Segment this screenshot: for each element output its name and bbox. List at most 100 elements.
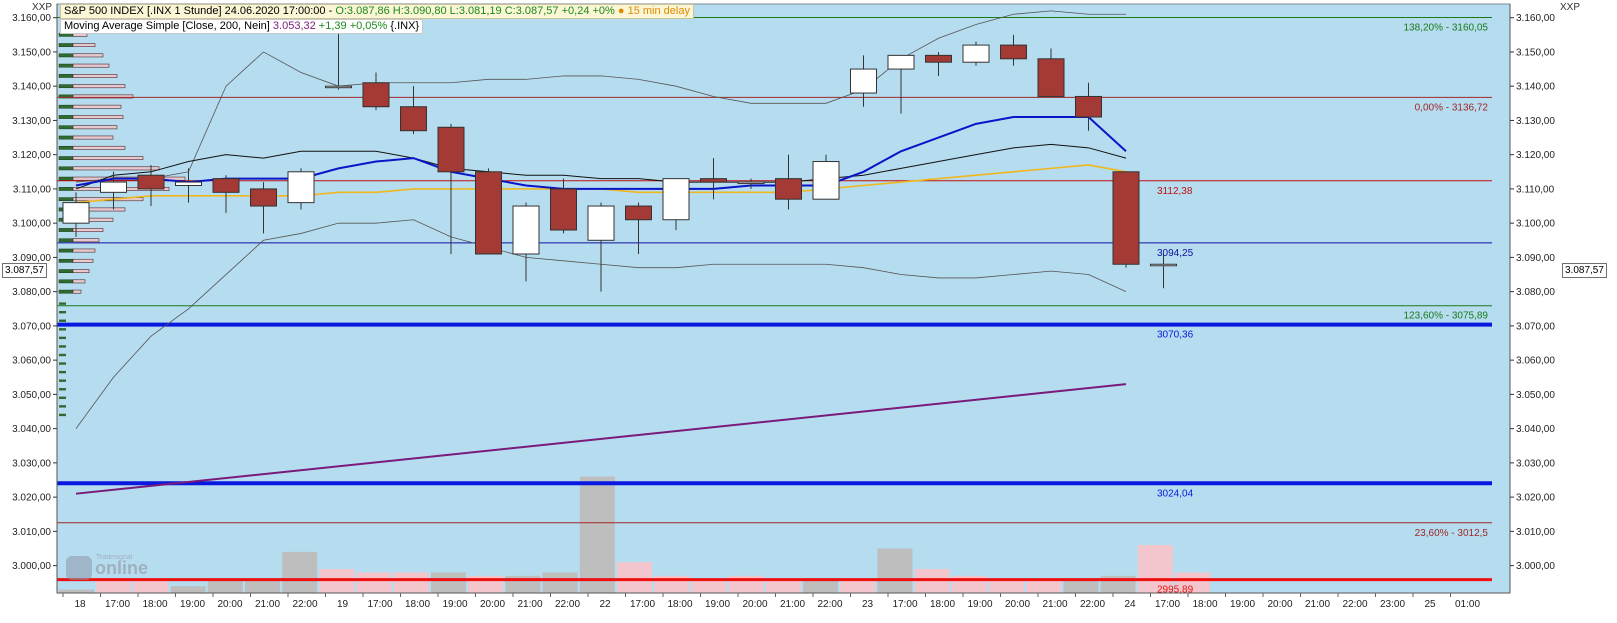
volume-bar [207,579,243,593]
corner-right-label: XXP [1560,2,1581,13]
volume-profile-core [58,74,74,78]
indicator-value: 3.053,32 [272,20,316,32]
candle-body [962,44,990,63]
volume-profile-tail [59,405,66,408]
volume-profile-bar [72,258,94,263]
candle-body [1150,263,1177,267]
y-tick-label-right: 3.100,00 [1516,219,1555,230]
volume-profile-core [58,258,74,263]
level-label: 123,60% - 3075,89 [1403,311,1488,322]
volume-bar [1026,579,1062,593]
x-tick-label: 23:00 [1380,599,1405,610]
volume-profile-bar [72,156,144,160]
level-label: 3094,25 [1157,248,1194,259]
volume-bar [1175,572,1210,593]
volume-profile-tail [59,388,66,391]
volume-profile-core [58,43,74,47]
volume-bar [691,579,727,593]
candle-body [700,178,727,183]
indicator-symbol: {.INX} [387,20,420,32]
indicator-header: Moving Average Simple [Close, 200, Nein]… [60,19,424,34]
x-tick-label: 17:00 [892,599,917,610]
x-tick-label: 22:00 [555,599,580,610]
volume-profile-core [58,156,74,160]
volume-profile-core [58,197,74,202]
x-tick-label: 21:00 [780,599,805,610]
volume-profile-core [58,176,74,181]
volume-profile-core [58,115,74,119]
volume-bar [989,579,1024,593]
x-tick-label: 21:00 [1042,599,1067,610]
x-tick-label: 25 [1424,599,1436,610]
x-tick-label: 23 [862,599,874,610]
volume-profile-tail [59,413,66,417]
volume-profile-core [58,104,74,109]
volume-profile-core [58,135,74,140]
instrument-header: S&P 500 INDEX [.INX 1 Stunde] 24.06.2020… [60,4,694,19]
y-tick-label-left: 3.080,00 [12,287,51,298]
x-tick-label: 20:00 [480,599,505,610]
watermark-text: online [95,558,148,578]
volume-profile-core [58,166,74,171]
volume-profile-tail [59,379,66,382]
y-tick-label-right: 3.150,00 [1516,47,1555,58]
y-tick-label-left: 3.090,00 [12,253,51,264]
y-tick-label-left: 3.130,00 [12,116,51,127]
volume-bar [282,551,318,593]
x-tick-label: 22:00 [1080,599,1105,610]
volume-bar [1137,545,1173,593]
volume-profile-tail [59,353,66,357]
watermark-logo [66,556,92,580]
x-tick-label: 18:00 [1192,599,1217,610]
candle-body [437,126,465,173]
volume-profile-tail [59,328,66,331]
y-tick-label-right: 3.020,00 [1516,493,1555,504]
y-tick-label-left: 3.140,00 [12,82,51,93]
level-label: 2995,89 [1157,585,1194,596]
volume-profile-core [58,269,74,273]
x-tick-label: 17:00 [105,599,130,610]
volume-bar [765,579,801,593]
volume-profile-core [58,248,74,253]
y-tick-label-right: 3.070,00 [1516,321,1555,332]
volume-bar [356,572,392,593]
volume-profile-core [58,279,74,284]
corner-left-label: XXP [32,2,53,13]
x-tick-label: 20:00 [217,599,242,610]
x-tick-label: 21:00 [255,599,280,610]
x-tick-label: 01:00 [1455,599,1480,610]
volume-profile-bar [72,115,124,119]
volume-profile-tail [59,345,66,348]
y-tick-label-right: 3.000,00 [1516,561,1555,572]
level-label: 23,60% - 3012,5 [1415,528,1489,539]
volume-profile-bar [72,94,134,99]
x-tick-label: 20:00 [1267,599,1292,610]
y-tick-label-right: 3.010,00 [1516,527,1555,538]
moving-average-200 [75,383,1127,495]
x-tick-label: 18:00 [405,599,430,610]
candle-body [512,205,540,255]
volume-bar [170,586,206,593]
volume-profile-bar [72,53,104,58]
level-label: 3112,38 [1157,186,1193,197]
candle-body [137,174,165,190]
volume-bar [1063,579,1099,593]
y-tick-label-right: 3.060,00 [1516,356,1555,367]
x-tick-label: 21:00 [1305,599,1330,610]
volume-profile-bar [72,289,82,294]
x-tick-label: 19:00 [967,599,992,610]
x-tick-label: 22:00 [817,599,842,610]
delay-notice: ● 15 min delay [617,5,690,17]
volume-bar [96,579,132,593]
candle-body [850,68,877,94]
y-tick-label-left: 3.000,00 [12,561,51,572]
candle-body [62,202,90,224]
level-label: 3024,04 [1157,488,1194,499]
volume-profile-tail [59,319,66,322]
volume-profile-bar [72,63,110,68]
candle-body [587,205,615,241]
volume-profile-bar [72,279,86,284]
volume-bar [431,572,466,593]
